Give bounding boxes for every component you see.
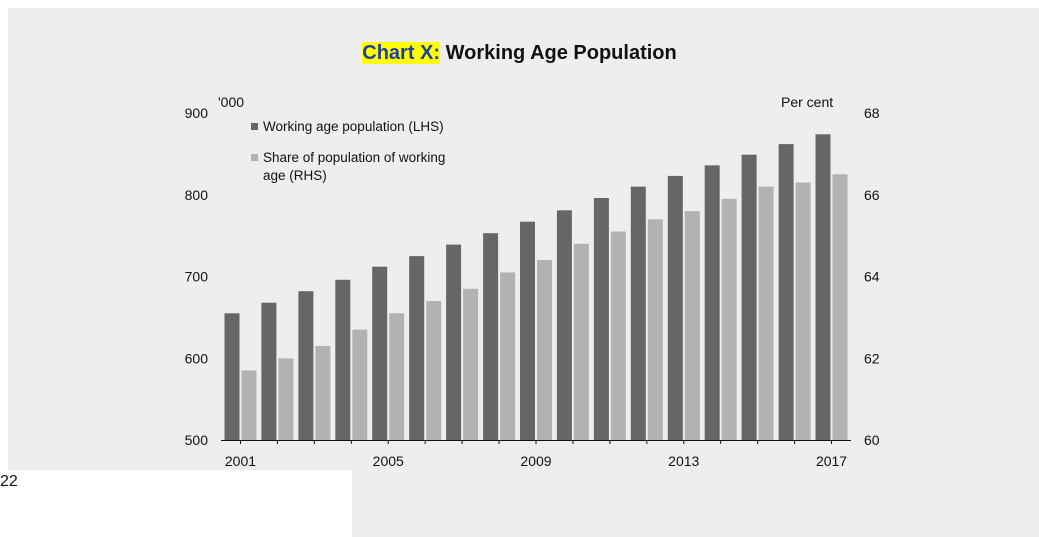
bar-lhs-2016 <box>778 144 794 440</box>
legend-swatch-lhs <box>251 123 258 130</box>
bar-rhs-2011 <box>610 231 626 440</box>
x-tick-label-2009: 2009 <box>520 453 551 469</box>
bar-lhs-2008 <box>483 233 499 440</box>
y-right-tick-60: 60 <box>864 432 880 448</box>
legend-label-rhs-line1: Share of population of working <box>263 150 445 165</box>
x-tick-label-2001: 2001 <box>225 453 256 469</box>
y-left-tick-900: 900 <box>185 105 209 121</box>
legend-label-rhs-line2: age (RHS) <box>263 168 327 183</box>
page-number: 22 <box>0 473 18 490</box>
x-ticks-group: 2001 2005 2009 2013 2017 <box>225 440 847 469</box>
bar-lhs-2003 <box>298 291 314 440</box>
bar-lhs-2011 <box>593 198 609 440</box>
bar-lhs-2015 <box>741 154 757 440</box>
bar-rhs-2001 <box>241 370 257 440</box>
bar-lhs-2012 <box>630 186 646 440</box>
bar-rhs-2016 <box>795 182 811 440</box>
bar-lhs-2002 <box>261 302 277 440</box>
bar-rhs-2009 <box>537 260 552 440</box>
bar-lhs-2006 <box>409 256 425 440</box>
x-tick-label-2013: 2013 <box>668 453 699 469</box>
bars-group <box>224 134 848 441</box>
legend: Working age population (LHS) Share of po… <box>251 119 445 183</box>
y-left-tick-500: 500 <box>185 432 209 448</box>
y-left-tick-600: 600 <box>185 350 209 366</box>
chart-title-highlight: Chart X: <box>362 42 441 64</box>
right-unit-label: Per cent <box>781 94 833 110</box>
bar-rhs-2015 <box>758 186 774 440</box>
bar-rhs-2007 <box>463 288 479 440</box>
y-left-tick-800: 800 <box>185 187 209 203</box>
bar-rhs-2010 <box>573 243 589 440</box>
x-tick-label-2017: 2017 <box>816 453 847 469</box>
bar-lhs-2005 <box>372 266 388 440</box>
y-left-tick-700: 700 <box>185 269 209 285</box>
bar-lhs-2001 <box>224 313 240 440</box>
bar-rhs-2012 <box>647 219 663 440</box>
y-left-ticks-group: 500 600 700 800 900 <box>185 105 209 448</box>
bar-rhs-2004 <box>352 329 368 440</box>
legend-swatch-rhs <box>251 154 258 161</box>
y-right-tick-62: 62 <box>864 350 880 366</box>
bar-lhs-2014 <box>704 165 720 441</box>
y-right-tick-68: 68 <box>864 105 880 121</box>
bar-lhs-2004 <box>335 279 351 440</box>
bar-rhs-2003 <box>315 346 331 440</box>
blank-area <box>0 470 352 537</box>
bar-lhs-2010 <box>556 210 572 440</box>
y-right-tick-66: 66 <box>864 187 880 203</box>
bar-lhs-2009 <box>520 221 535 440</box>
bar-rhs-2005 <box>389 313 405 440</box>
bar-rhs-2008 <box>500 272 516 440</box>
bar-rhs-2014 <box>721 198 737 440</box>
x-tick-label-2005: 2005 <box>373 453 404 469</box>
y-right-tick-64: 64 <box>864 269 880 285</box>
bar-lhs-2017 <box>815 134 831 441</box>
bar-lhs-2007 <box>446 244 462 440</box>
bar-rhs-2017 <box>832 174 848 441</box>
legend-label-lhs: Working age population (LHS) <box>263 119 444 134</box>
bar-rhs-2002 <box>278 358 294 441</box>
bar-rhs-2006 <box>426 301 442 440</box>
chart-title: Chart X: Working Age Population <box>0 42 1039 65</box>
bar-lhs-2013 <box>667 175 683 440</box>
bar-rhs-2013 <box>684 211 700 440</box>
left-unit-label: '000 <box>218 94 244 110</box>
y-right-ticks-group: 60 62 64 66 68 <box>864 105 880 448</box>
chart-title-main: Working Age Population <box>445 42 677 64</box>
